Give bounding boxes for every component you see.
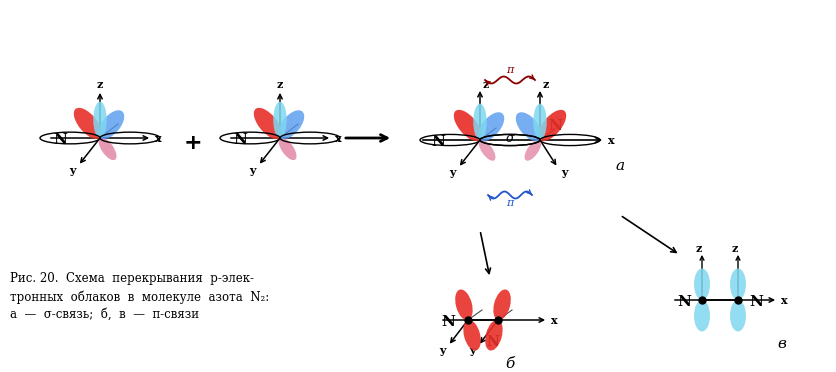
Ellipse shape [478,140,495,161]
Text: y: y [560,167,567,177]
Text: y: y [248,164,255,176]
Ellipse shape [253,108,282,139]
Text: x: x [155,132,161,144]
Ellipse shape [477,112,503,141]
Text: а: а [614,159,624,173]
Text: x: x [780,295,787,305]
Text: z: z [695,244,701,254]
Text: z: z [277,78,283,90]
Ellipse shape [485,320,502,350]
Ellipse shape [515,112,542,141]
Text: y: y [438,344,445,356]
Ellipse shape [278,138,296,160]
Text: N: N [748,295,762,309]
Ellipse shape [74,108,102,139]
Ellipse shape [538,110,565,141]
Ellipse shape [533,104,546,140]
Text: N: N [676,295,690,309]
Text: б: б [505,357,514,371]
Text: +: + [183,133,202,153]
Text: z: z [731,244,737,254]
Text: N: N [441,315,455,329]
Ellipse shape [472,104,487,140]
Text: x: x [334,132,341,144]
Ellipse shape [729,269,745,300]
Ellipse shape [98,110,124,139]
Text: N: N [486,335,499,349]
Text: z: z [97,78,103,90]
Ellipse shape [524,140,541,161]
Text: Рис. 20.  Схема  перекрывания  р-элек-: Рис. 20. Схема перекрывания р-элек- [10,272,253,285]
Ellipse shape [273,102,287,138]
Ellipse shape [463,320,480,350]
Ellipse shape [492,289,510,320]
Text: N: N [548,119,561,133]
Text: N: N [53,133,67,147]
Ellipse shape [93,102,107,138]
Text: y: y [468,344,475,356]
Ellipse shape [278,110,303,139]
Text: в: в [777,337,786,351]
Text: x: x [550,314,557,326]
Text: а  —  σ-связь;  б,  в  —  π-связи: а — σ-связь; б, в — π-связи [10,308,199,321]
Text: z: z [482,80,489,90]
Ellipse shape [693,300,709,331]
Ellipse shape [99,138,116,160]
Text: π: π [506,198,513,208]
Ellipse shape [729,300,745,331]
Ellipse shape [453,110,482,141]
Text: y: y [448,167,455,177]
Text: x: x [607,135,614,145]
Text: N: N [232,133,247,147]
Text: σ: σ [505,131,513,144]
Ellipse shape [455,289,472,320]
Text: π: π [506,65,513,75]
Text: y: y [69,164,75,176]
Text: z: z [543,80,548,90]
Text: N: N [431,135,445,149]
Ellipse shape [693,269,709,300]
Text: тронных  облаков  в  молекуле  азота  N₂:: тронных облаков в молекуле азота N₂: [10,290,269,304]
